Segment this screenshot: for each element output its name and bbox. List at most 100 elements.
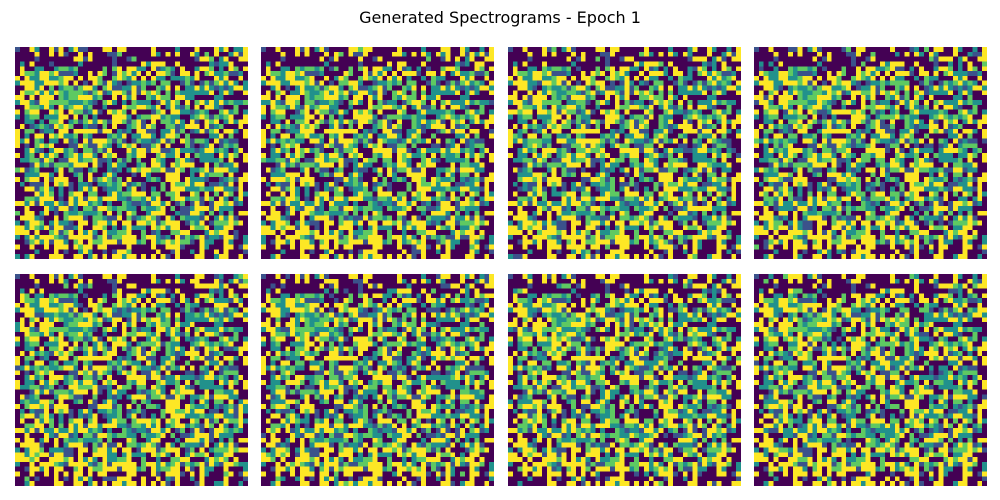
- heatmap-cell: [54, 95, 59, 100]
- heatmap-cell: [644, 95, 649, 100]
- heatmap-cell: [634, 110, 639, 115]
- heatmap-cell: [261, 124, 266, 129]
- heatmap-cell: [523, 81, 528, 86]
- heatmap-cell: [392, 211, 397, 216]
- heatmap-cell: [339, 110, 344, 115]
- heatmap-cell: [127, 90, 132, 95]
- heatmap-cell: [107, 192, 112, 197]
- heatmap-cell: [112, 90, 117, 95]
- heatmap-cell: [523, 95, 528, 100]
- heatmap-cell: [475, 100, 480, 105]
- heatmap-cell: [324, 81, 329, 86]
- heatmap-cell: [190, 211, 195, 216]
- heatmap-cell: [445, 196, 450, 201]
- heatmap-cell: [712, 105, 717, 110]
- heatmap-cell: [436, 47, 441, 52]
- heatmap-cell: [290, 216, 295, 221]
- heatmap-cell: [238, 110, 243, 115]
- heatmap-cell: [39, 172, 44, 177]
- heatmap-cell: [305, 182, 310, 187]
- heatmap-cell: [112, 95, 117, 100]
- heatmap-cell: [407, 119, 412, 124]
- heatmap-cell: [479, 182, 484, 187]
- heatmap-cell: [44, 119, 49, 124]
- heatmap-cell: [605, 86, 610, 91]
- heatmap-cell: [280, 57, 285, 62]
- heatmap-cell: [450, 206, 455, 211]
- heatmap-cell: [605, 105, 610, 110]
- heatmap-cell: [229, 172, 234, 177]
- heatmap-cell: [470, 211, 475, 216]
- heatmap-cell: [470, 148, 475, 153]
- heatmap-cell: [54, 163, 59, 168]
- heatmap-cell: [98, 196, 103, 201]
- heatmap-cell: [229, 254, 234, 259]
- heatmap-cell: [229, 240, 234, 245]
- heatmap-cell: [460, 95, 465, 100]
- heatmap-cell: [243, 114, 248, 119]
- heatmap-cell: [233, 163, 238, 168]
- heatmap-cell: [112, 235, 117, 240]
- heatmap-cell: [348, 192, 353, 197]
- heatmap-cell: [314, 47, 319, 52]
- heatmap-cell: [78, 167, 83, 172]
- heatmap-cell: [132, 139, 137, 144]
- heatmap-cell: [726, 100, 731, 105]
- heatmap-cell: [576, 57, 581, 62]
- heatmap-cell: [654, 52, 659, 57]
- heatmap-cell: [557, 119, 562, 124]
- heatmap-cell: [475, 153, 480, 158]
- heatmap-cell: [600, 81, 605, 86]
- heatmap-cell: [78, 110, 83, 115]
- heatmap-cell: [368, 81, 373, 86]
- heatmap-cell: [214, 254, 219, 259]
- heatmap-cell: [314, 95, 319, 100]
- heatmap-cell: [465, 61, 470, 66]
- heatmap-cell: [107, 129, 112, 134]
- heatmap-cell: [460, 225, 465, 230]
- heatmap-cell: [344, 90, 349, 95]
- heatmap-cell: [54, 86, 59, 91]
- heatmap-cell: [305, 143, 310, 148]
- heatmap-cell: [557, 114, 562, 119]
- heatmap-cell: [102, 110, 107, 115]
- heatmap-cell: [416, 76, 421, 81]
- heatmap-cell: [654, 76, 659, 81]
- heatmap-cell: [233, 47, 238, 52]
- heatmap-cell: [127, 245, 132, 250]
- heatmap-cell: [102, 148, 107, 153]
- heatmap-cell: [83, 61, 88, 66]
- heatmap-cell: [479, 90, 484, 95]
- heatmap-cell: [484, 124, 489, 129]
- heatmap-cell: [378, 167, 383, 172]
- heatmap-cell: [280, 124, 285, 129]
- heatmap-cell: [736, 95, 741, 100]
- heatmap-cell: [324, 71, 329, 76]
- heatmap-cell: [334, 245, 339, 250]
- heatmap-cell: [455, 95, 460, 100]
- heatmap-cell: [54, 81, 59, 86]
- heatmap-cell: [68, 71, 73, 76]
- heatmap-cell: [30, 192, 35, 197]
- heatmap-cell: [654, 57, 659, 62]
- heatmap-cell: [199, 76, 204, 81]
- heatmap-cell: [407, 206, 412, 211]
- heatmap-cell: [73, 235, 78, 240]
- heatmap-cell: [513, 114, 518, 119]
- heatmap-cell: [219, 129, 224, 134]
- heatmap-cell: [726, 57, 731, 62]
- heatmap-cell: [73, 114, 78, 119]
- heatmap-cell: [34, 95, 39, 100]
- heatmap-cell: [185, 114, 190, 119]
- heatmap-cell: [112, 139, 117, 144]
- heatmap-cell: [78, 187, 83, 192]
- heatmap-cell: [368, 225, 373, 230]
- heatmap-cell: [387, 95, 392, 100]
- heatmap-cell: [190, 95, 195, 100]
- heatmap-cell: [625, 100, 630, 105]
- heatmap-cell: [450, 230, 455, 235]
- heatmap-cell: [692, 81, 697, 86]
- heatmap-cell: [30, 167, 35, 172]
- heatmap-cell: [561, 110, 566, 115]
- spectrogram-panel-3: [508, 47, 741, 259]
